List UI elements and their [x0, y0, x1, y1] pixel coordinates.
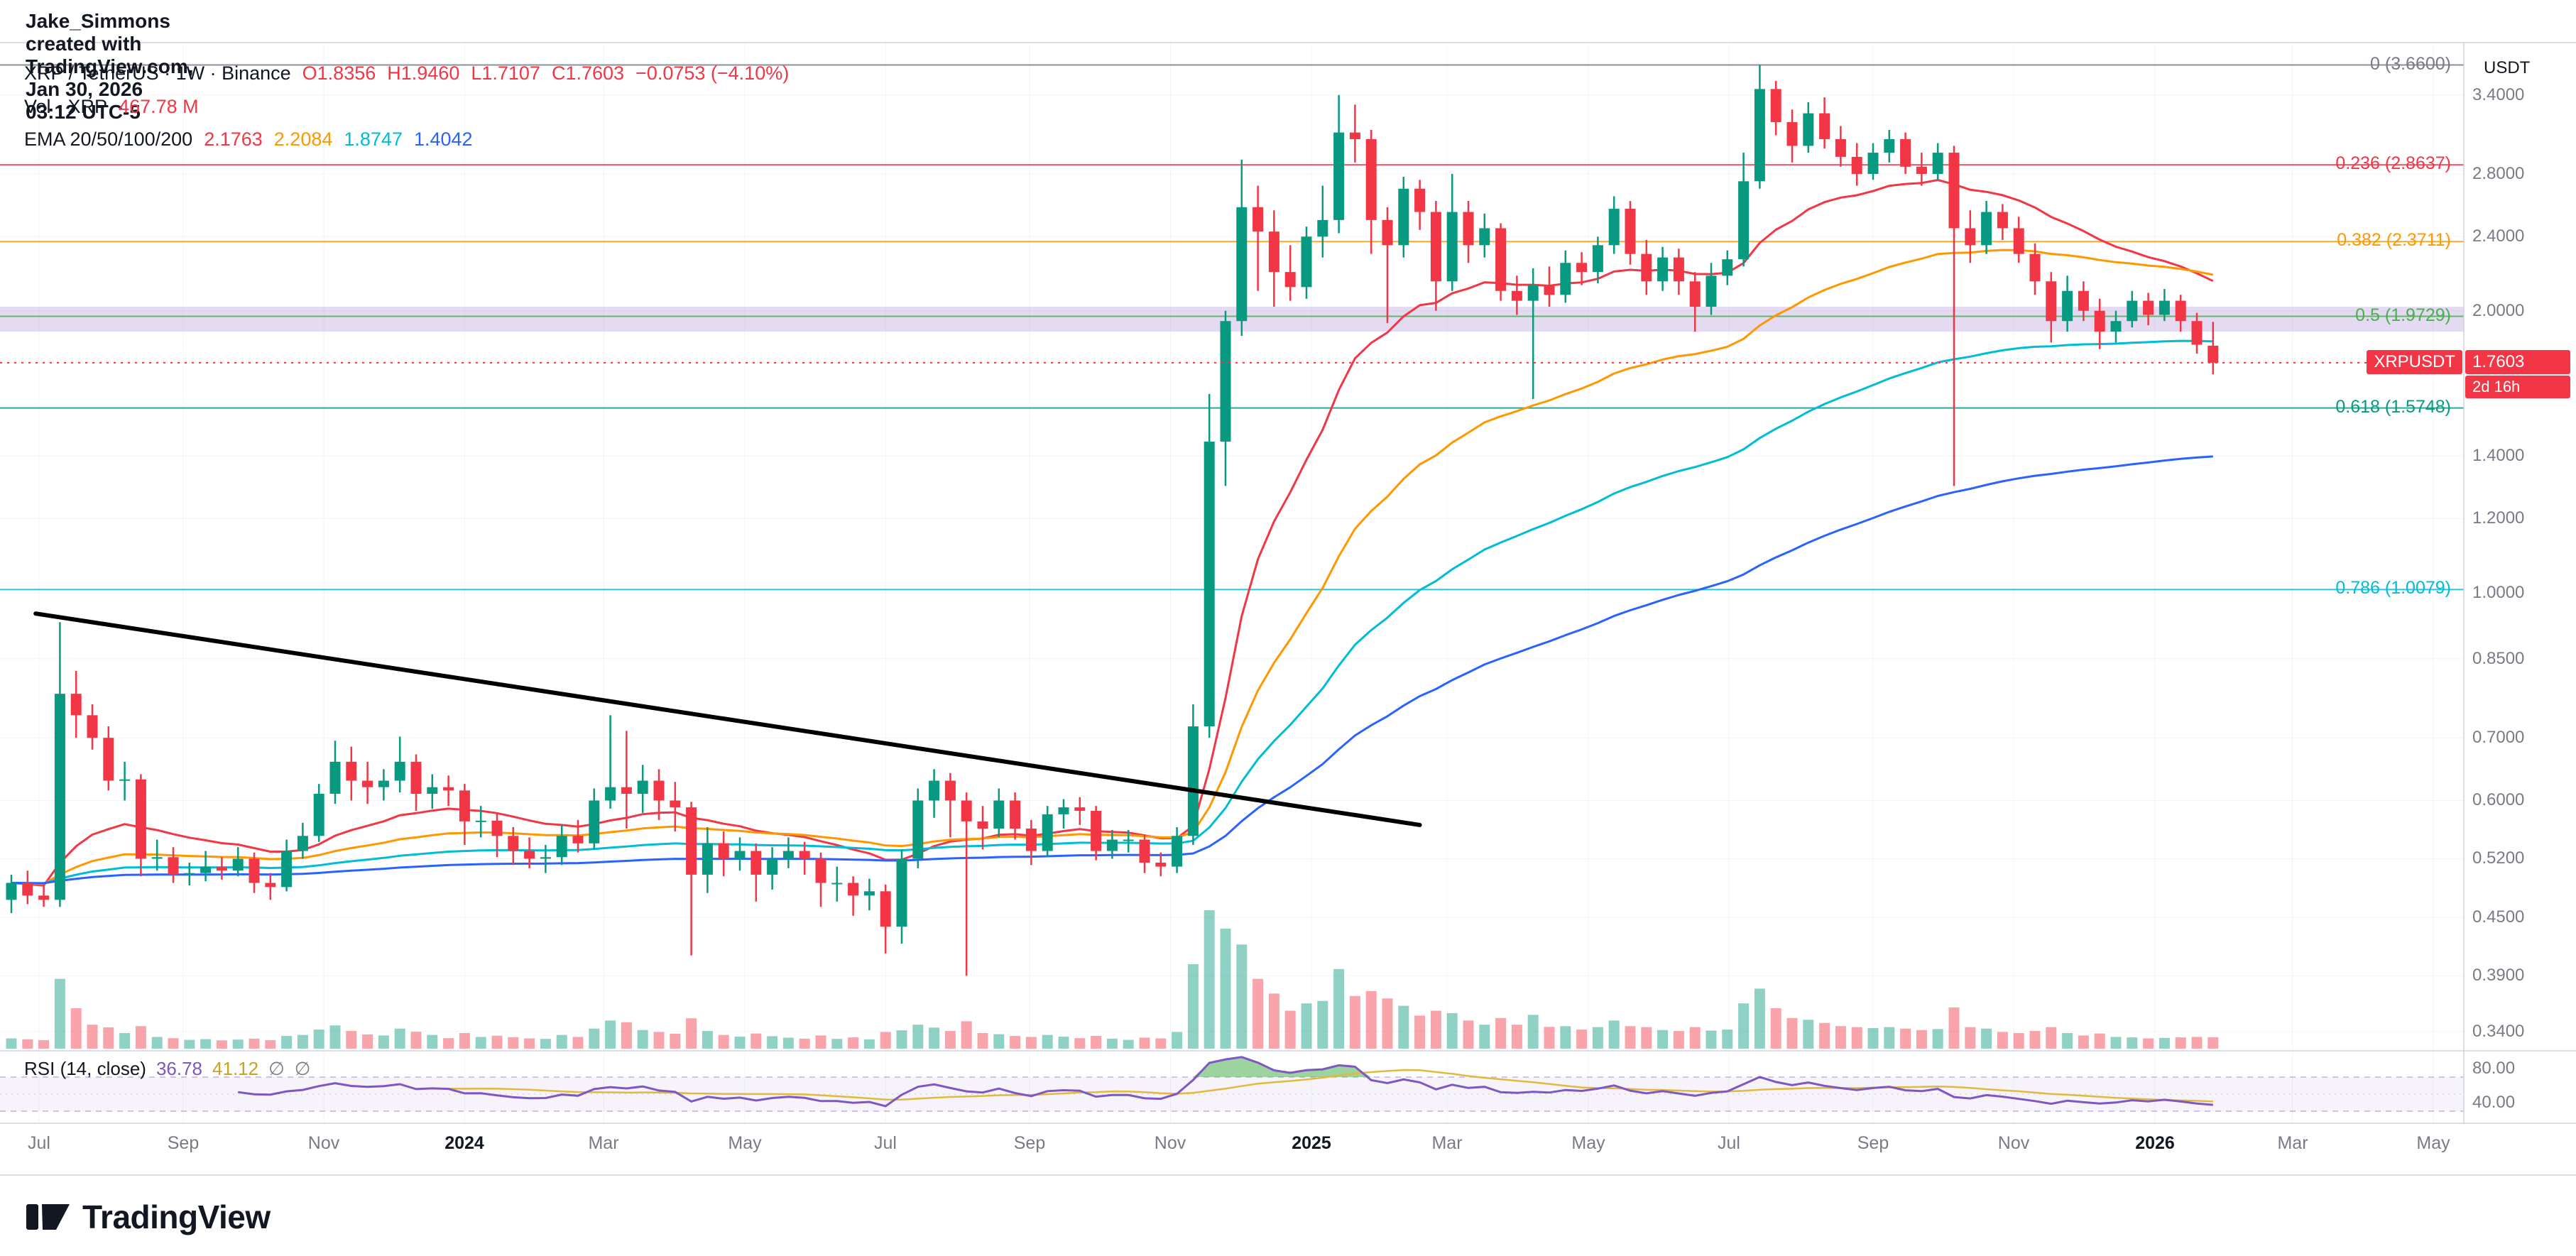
rsi-legend-segment-1: 36.78: [155, 1058, 203, 1079]
ema-legend-segment-1: 2.1763: [204, 129, 263, 150]
tradingview-wordmark: TradingView: [82, 1198, 271, 1235]
symbol-legend-row[interactable]: XRP / TetherUS · 1W · Binance O1.8356 H1.9…: [24, 62, 800, 84]
rsi-legend-segment-4: ∅: [294, 1058, 311, 1079]
symbol-legend-segment-1: O1.8356: [302, 62, 376, 84]
tradingview-logo-icon: [26, 1204, 70, 1230]
ema-legend-segment-4: 1.4042: [413, 129, 473, 150]
rsi-legend-segment-2: 41.12: [212, 1058, 259, 1079]
ema-legend-row[interactable]: EMA 20/50/100/200 2.1763 2.2084 1.8747 1.404…: [24, 129, 484, 151]
symbol-legend-segment-3: L1.7107: [471, 62, 540, 84]
symbol-legend-segment-5: −0.0753 (−4.10%): [635, 62, 790, 84]
volume-legend-segment-0: Vol · XRP: [24, 96, 108, 117]
rsi-legend-segment-3: ∅: [268, 1058, 285, 1079]
volume-legend-segment-1: 467.78 M: [119, 96, 199, 117]
ema-legend-segment-0: EMA 20/50/100/200: [24, 129, 193, 150]
rsi-legend-segment-0: RSI (14, close): [24, 1058, 146, 1079]
tradingview-footer: TradingView: [26, 1197, 271, 1237]
ema-legend-segment-3: 1.8747: [344, 129, 403, 150]
symbol-legend-segment-0: XRP / TetherUS · 1W · Binance: [24, 62, 291, 84]
symbol-legend-segment-4: C1.7603: [551, 62, 625, 84]
symbol-legend-segment-2: H1.9460: [387, 62, 460, 84]
rsi-legend-row[interactable]: RSI (14, close) 36.78 41.12 ∅ ∅: [24, 1058, 320, 1080]
attribution-label: Jake_Simmons created with TradingView.co…: [26, 10, 194, 123]
attribution-text: Jake_Simmons created with TradingView.co…: [26, 10, 194, 124]
ema-legend-segment-2: 2.2084: [273, 129, 333, 150]
volume-legend-row[interactable]: Vol · XRP 467.78 M: [24, 96, 210, 118]
